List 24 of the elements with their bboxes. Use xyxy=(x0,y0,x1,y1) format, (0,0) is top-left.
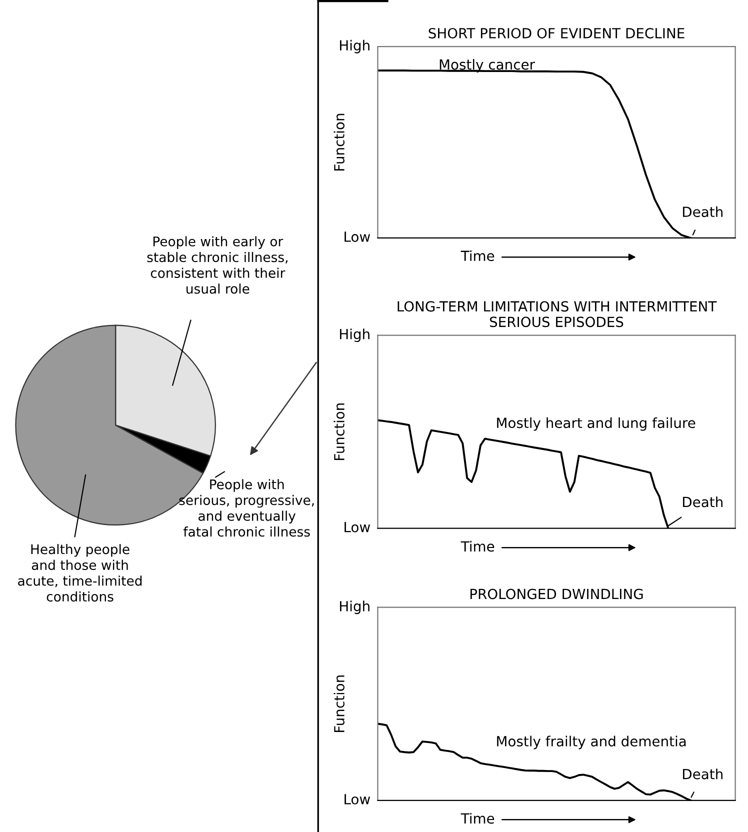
text: High xyxy=(340,600,370,614)
x-axis-title: Time xyxy=(460,540,494,552)
chart-title: LONG-TERM LIMITATIONS WITH INTERMITTENT SERIOUS EPISODES xyxy=(398,301,717,328)
annotation: Death xyxy=(683,496,722,508)
annotation: Mostly heart and lung failure xyxy=(497,417,696,431)
annotation: Death xyxy=(683,768,722,780)
slice-label: People with serious, progressive, and eventually fatal chronic illness xyxy=(179,479,314,537)
x-axis-title: Time xyxy=(460,250,494,262)
slice-label: People with early or stable chronic illness, consistent with their usual role xyxy=(147,236,288,294)
slice-label: Healthy people and those with acute, time-limited conditions xyxy=(18,544,142,602)
text: High xyxy=(340,328,370,342)
x-axis-title: Time xyxy=(460,812,494,824)
text: Low xyxy=(344,794,370,804)
chart-title: PROLONGED DWINDLING xyxy=(470,588,643,600)
text: Low xyxy=(344,522,370,532)
y-axis-title: Function xyxy=(334,676,344,732)
y-axis-title: Function xyxy=(334,403,344,460)
annotation: Mostly cancer xyxy=(440,59,536,72)
text: High xyxy=(340,40,370,54)
annotation: Death xyxy=(683,206,722,218)
chart-title: SHORT PERIOD OF EVIDENT DECLINE xyxy=(428,28,684,38)
text: Low xyxy=(344,232,370,242)
y-axis-title: Function xyxy=(334,114,344,170)
annotation: Mostly frailty and dementia xyxy=(497,736,686,750)
